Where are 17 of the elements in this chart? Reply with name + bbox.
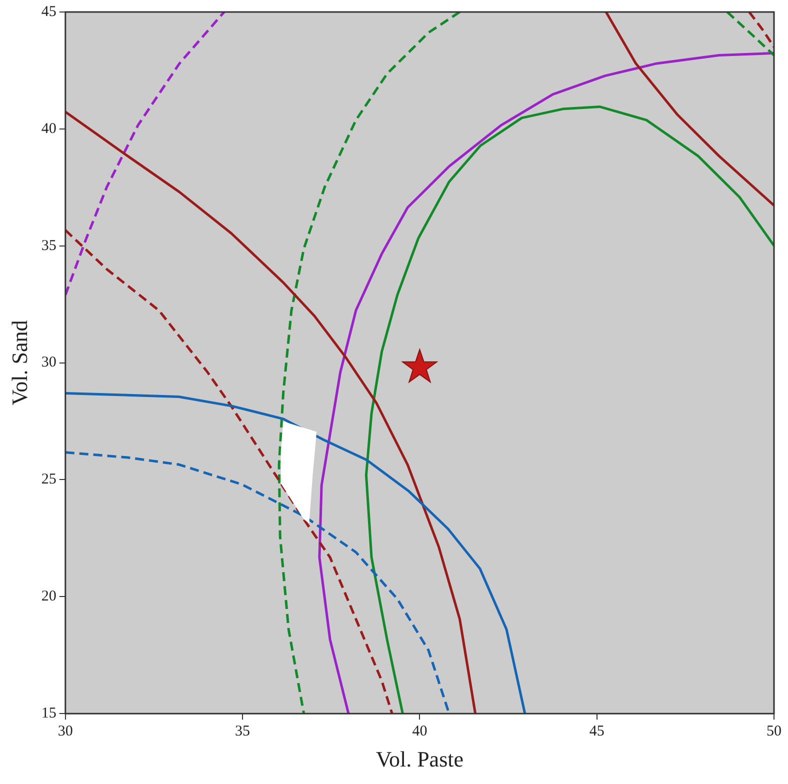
line-series <box>65 228 394 714</box>
x-tick-label: 35 <box>235 724 250 740</box>
y-tick-label: 20 <box>41 588 56 605</box>
y-tick-label: 35 <box>41 238 56 254</box>
x-tick-label: 50 <box>766 724 782 740</box>
x-axis-title: Vol. Paste <box>376 746 464 772</box>
x-tick-label: 45 <box>589 724 604 740</box>
y-tick-label: 45 <box>41 4 56 20</box>
line-series <box>278 12 461 714</box>
y-axis-title: Vol. Sand <box>6 320 32 406</box>
y-tick-label: 25 <box>41 472 56 488</box>
y-tick-label: 15 <box>41 706 56 722</box>
line-series <box>65 12 226 296</box>
y-tick-label: 40 <box>41 120 56 137</box>
x-tick-label: 30 <box>58 724 73 740</box>
x-tick-label: 40 <box>412 724 428 740</box>
y-tick-label: 30 <box>41 354 56 371</box>
